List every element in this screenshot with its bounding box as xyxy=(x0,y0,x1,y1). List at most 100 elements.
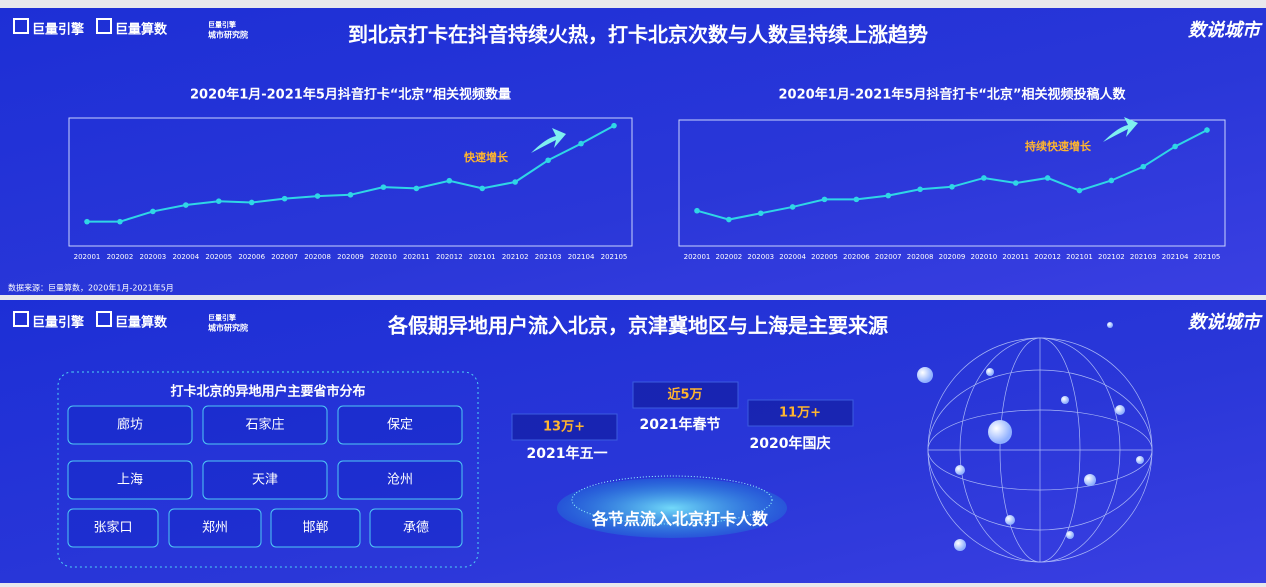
city-label: 张家口 xyxy=(93,520,132,536)
point xyxy=(1044,175,1051,181)
point xyxy=(578,140,584,147)
holiday-label: 2021年五一 xyxy=(527,445,608,462)
city-label: 天津 xyxy=(252,473,278,488)
title: 到北京打卡在抖音持续火热，打卡北京次数与人数呈持续上涨趋势 xyxy=(348,23,928,47)
x-tick-label: 202008 xyxy=(907,253,934,261)
city-cell xyxy=(270,508,361,548)
annotation: 持续快速增长 xyxy=(1025,139,1092,153)
x-tick-label: 202003 xyxy=(747,253,774,261)
x-tick-label: 202002 xyxy=(716,253,743,261)
point xyxy=(885,192,892,199)
logo: 巨量引擎 xyxy=(32,22,84,38)
point xyxy=(314,193,321,199)
x-tick-label: 202012 xyxy=(436,253,463,261)
panel-top xyxy=(0,8,1266,295)
x-tick-label: 202006 xyxy=(238,253,265,261)
point xyxy=(479,185,486,192)
logo-icon xyxy=(96,311,112,327)
x-tick-label: 202008 xyxy=(304,253,331,261)
x-tick-label: 202103 xyxy=(535,253,562,261)
city-label: 上海 xyxy=(117,473,143,488)
x-tick-label: 202101 xyxy=(469,253,496,261)
platform-ring xyxy=(571,475,773,525)
city-cell xyxy=(67,460,193,500)
sphere-nodes xyxy=(917,322,1144,551)
point xyxy=(1172,143,1178,150)
arrow xyxy=(1103,117,1138,142)
city-cell xyxy=(202,460,328,500)
point xyxy=(1108,177,1115,184)
holiday-label: 2020年国庆 xyxy=(750,435,831,452)
arrow xyxy=(531,128,566,153)
x-tick-label: 202102 xyxy=(502,253,529,261)
point xyxy=(949,183,955,190)
logo: 巨量引擎 xyxy=(32,315,84,331)
x-tick-label: 202003 xyxy=(140,253,167,261)
point xyxy=(281,195,288,202)
holiday-box xyxy=(747,399,854,427)
point xyxy=(1140,163,1147,170)
x-tick-label: 202010 xyxy=(370,253,397,261)
holiday-value: 近5万 xyxy=(667,387,702,403)
source: 数据来源：巨量算数，2020年1月-2021年5月 xyxy=(8,283,174,293)
logo: 城市研究院 xyxy=(208,30,248,40)
point xyxy=(853,196,860,203)
city-label: 沧州 xyxy=(387,472,413,488)
point xyxy=(917,186,923,193)
x-tick-label: 202002 xyxy=(107,253,134,261)
plot-frame xyxy=(678,119,1226,247)
holiday-value: 11万+ xyxy=(779,406,821,421)
x-tick-label: 202004 xyxy=(779,253,806,261)
point xyxy=(183,202,189,208)
logo: 巨量引擎 xyxy=(208,20,237,29)
city-cell xyxy=(337,405,463,445)
x-tick-label: 202011 xyxy=(403,253,430,261)
x-tick-label: 202001 xyxy=(684,253,711,261)
logo: 巨量引擎 xyxy=(208,313,237,322)
point xyxy=(117,218,123,225)
city-cell xyxy=(202,405,328,445)
point xyxy=(821,196,828,203)
point xyxy=(215,198,222,204)
point xyxy=(512,179,518,185)
title: 各假期异地用户流入北京，京津冀地区与上海是主要来源 xyxy=(387,314,888,338)
x-tick-label: 202006 xyxy=(843,253,870,261)
logo: 巨量算数 xyxy=(115,315,168,331)
logo-icon xyxy=(13,18,29,34)
point xyxy=(726,216,732,223)
point xyxy=(150,208,156,215)
city-cell xyxy=(168,508,262,548)
x-tick-label: 202005 xyxy=(205,253,232,261)
point xyxy=(611,122,617,129)
x-tick-label: 202007 xyxy=(271,253,298,261)
point xyxy=(347,192,354,198)
x-tick-label: 202012 xyxy=(1034,253,1061,261)
city-cell xyxy=(67,405,193,445)
holiday-value: 13万+ xyxy=(543,420,585,435)
point xyxy=(413,185,420,192)
x-tick-label: 202105 xyxy=(1194,253,1221,261)
x-tick-label: 202102 xyxy=(1098,253,1125,261)
brand: 数说城市 xyxy=(1188,20,1263,41)
city-label: 郑州 xyxy=(202,521,228,536)
point xyxy=(446,177,453,184)
point xyxy=(248,199,255,206)
x-tick-label: 202010 xyxy=(971,253,998,261)
point xyxy=(1076,187,1083,194)
caption: 各节点流入北京打卡人数 xyxy=(591,510,769,529)
city-label: 承德 xyxy=(403,521,429,536)
annotation: 快速增长 xyxy=(463,150,509,164)
point xyxy=(981,175,987,181)
chart-title: 2020年1月-2021年5月抖音打卡“北京”相关视频数量 xyxy=(190,87,511,103)
city-cell xyxy=(337,460,463,500)
point xyxy=(789,204,796,210)
city-label: 石家庄 xyxy=(245,417,284,433)
x-tick-label: 202101 xyxy=(1066,253,1093,261)
region-title: 打卡北京的异地用户主要省市分布 xyxy=(170,384,365,400)
brand: 数说城市 xyxy=(1188,312,1263,333)
x-tick-label: 202105 xyxy=(601,253,628,261)
point xyxy=(1012,180,1019,186)
x-tick-label: 202009 xyxy=(939,253,966,261)
